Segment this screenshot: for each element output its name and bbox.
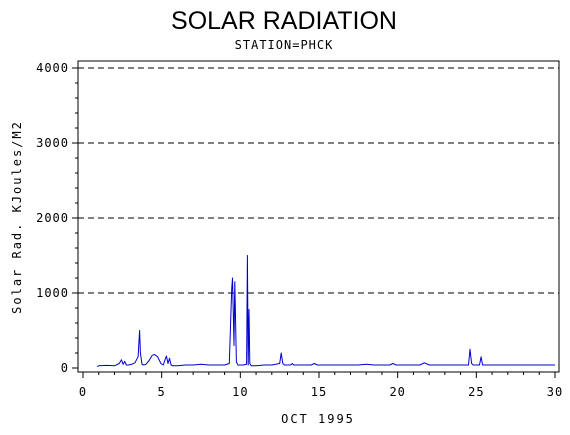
y-tick-label: 4000 [36,61,69,75]
y-axis-label: Solar Rad. KJoules/M2 [10,120,24,314]
x-tick-label: 10 [232,385,248,399]
y-tick-label: 1000 [36,286,69,300]
axis-ticks: 0 1000 2000 3000 4000 0 5 10 15 20 25 30 [36,61,563,399]
series-layer [96,255,555,367]
y-tick-label: 3000 [36,136,69,150]
x-tick-label: 0 [79,385,87,399]
x-axis-label: OCT 1995 [281,412,355,426]
x-tick-label: 20 [389,385,405,399]
x-tick-label: 25 [468,385,484,399]
plot-frame [77,60,560,373]
y-tick-label: 0 [61,361,69,375]
x-tick-label: 30 [547,385,563,399]
x-tick-label: 15 [311,385,327,399]
chart-title: SOLAR RADIATION [171,7,397,35]
y-tick-label: 2000 [36,211,69,225]
x-tick-label: 5 [158,385,166,399]
series-line-1 [96,255,555,367]
chart-subtitle: STATION=PHCK [235,38,334,52]
grid [78,67,559,294]
